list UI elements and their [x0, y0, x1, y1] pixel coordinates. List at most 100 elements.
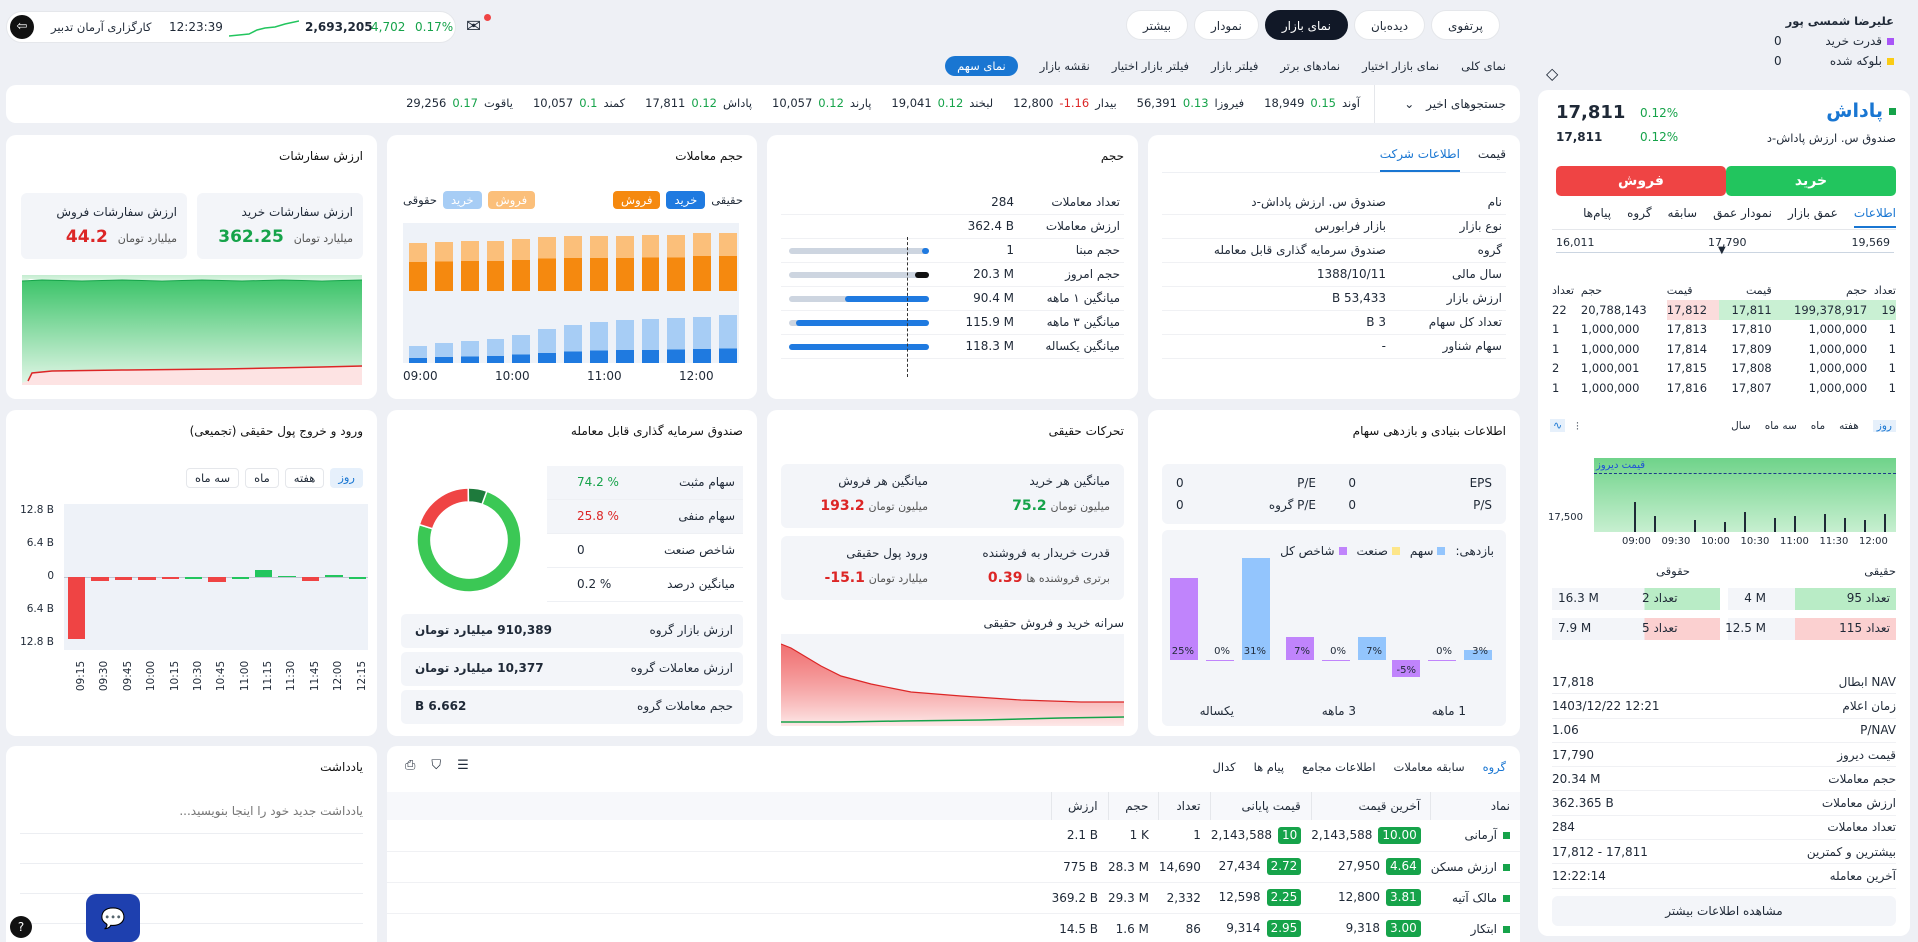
legend-real-sell[interactable]: فروش [613, 191, 661, 209]
settings-icon[interactable]: ☰ [457, 758, 469, 773]
mini-y-tick: 17,500 [1548, 512, 1583, 523]
tab-codal[interactable]: کدال [1212, 760, 1236, 774]
notes-input[interactable] [20, 804, 363, 924]
trades-buy-bar [434, 343, 453, 363]
power-value: 0.39 [987, 570, 1023, 586]
subtab-filter[interactable]: فیلتر بازار [1211, 59, 1259, 73]
range-month[interactable]: ماه [1810, 420, 1826, 432]
tab-price[interactable]: قیمت [1477, 147, 1506, 161]
recent-item[interactable]: آوند 0.15 18,949 [1264, 96, 1360, 110]
fund-group-rows: ارزش بازار گروه 910,389 میلیارد تومان ارزش… [401, 614, 743, 728]
legend-legal-buy[interactable]: خرید [442, 191, 482, 209]
trades-buy-bar [538, 329, 557, 363]
mini-x-tick: 09:30 [1661, 536, 1691, 547]
eps-value: 0 [1348, 476, 1356, 490]
company-label: گروه [1477, 243, 1502, 257]
chat-icon[interactable]: 💬 [86, 894, 140, 942]
tab-info[interactable]: اطلاعات [1853, 206, 1896, 228]
buy-button[interactable]: خرید [1726, 166, 1896, 196]
more-info-button[interactable]: مشاهده اطلاعات بیشتر [1552, 896, 1896, 926]
line-icon[interactable]: ∿ [1550, 419, 1566, 432]
recent-item[interactable]: کمند 0.1 10,057 [533, 96, 625, 110]
tab-depth[interactable]: عمق بازار [1787, 206, 1838, 220]
flow-x-tick: 10:00 [145, 660, 158, 692]
mini-x-tick: 09:00 [1622, 536, 1651, 547]
mini-volume-bar [1844, 518, 1846, 532]
recent-pct: -1.16 [1059, 96, 1090, 110]
stat-row: حجم معاملات 20.34 M [1552, 767, 1896, 792]
orderbook-cell: 17,810 [1731, 322, 1772, 337]
trades-sell-bar [693, 233, 712, 291]
group-row[interactable]: مالک آتیه 3.81 12,800 2.25 12,598 2,332 29.3 M… [387, 882, 1520, 913]
orderbook-row[interactable]: 1 1,000,000 17,810 17,813 1,000,000 1 [1552, 320, 1896, 340]
recent-item[interactable]: یاقوت 0.17 29,256 [406, 96, 513, 110]
range-year[interactable]: سال [1731, 420, 1751, 432]
flow-y-tick: 0 [47, 570, 54, 582]
subtab-options[interactable]: نمای بازار اختیار [1362, 59, 1440, 73]
recent-item[interactable]: فیروزا 0.13 56,391 [1137, 96, 1244, 110]
subtab-top[interactable]: نمادهای برتر [1280, 59, 1341, 73]
flow-tab-day[interactable]: روز [330, 468, 363, 488]
tab-portfolio[interactable]: پرتفوی [1431, 10, 1500, 40]
tab-group-list[interactable]: گروه [1482, 760, 1506, 774]
orderbook-row[interactable]: 1 1,000,000 17,807 17,816 1,000,000 1 [1552, 378, 1896, 398]
tab-group[interactable]: گروه [1627, 206, 1652, 220]
subtab-symbol[interactable]: نمای سهم [945, 56, 1018, 76]
avg-buy-value: 75.2 [1012, 498, 1047, 514]
group-row[interactable]: ارزش مسکن 4.64 27,950 2.72 27,434 14,690 28.3 … [387, 851, 1520, 882]
tab-market-view[interactable]: نمای بازار [1264, 10, 1348, 40]
recent-item[interactable]: پاداش 0.12 17,811 [645, 96, 752, 110]
recent-item[interactable]: پارند 0.12 10,057 [772, 96, 871, 110]
fund-group-row: ارزش بازار گروه 910,389 میلیارد تومان [401, 614, 743, 648]
range-week[interactable]: هفته [1839, 420, 1859, 432]
help-icon[interactable]: ? [10, 916, 32, 938]
tab-more[interactable]: بیشتر [1126, 10, 1188, 40]
trades-title: حجم معاملات [675, 149, 743, 163]
recent-name: پاداش [722, 96, 753, 110]
orderbook-cell: 17,816 [1666, 380, 1708, 395]
flow-chart [64, 504, 368, 650]
filter-icon[interactable]: ⛉ [431, 758, 442, 773]
tab-depth-chart[interactable]: نمودار عمق [1713, 206, 1772, 220]
flow-x-tick: 11:45 [308, 660, 321, 692]
blocked-label: بلوکه شده [1829, 54, 1882, 68]
group-symbol: ارزش مسکن [1430, 859, 1497, 874]
logout-icon[interactable]: ⇦ [10, 15, 34, 39]
flow-tab-week[interactable]: هفته [284, 468, 325, 488]
last-price: 12,800 [1338, 890, 1380, 904]
diamond-icon[interactable]: ◇ [1546, 64, 1559, 83]
subtab-overview[interactable]: نمای کلی [1461, 59, 1506, 73]
candle-icon[interactable]: ⫶ [1576, 420, 1579, 433]
tab-group-messages[interactable]: پیام ها [1253, 760, 1285, 774]
range-3month[interactable]: سه ماه [1764, 420, 1797, 432]
group-row[interactable]: آرمانی 10.00 2,143,588 10 2,143,588 1 1 K 2.1 B [387, 820, 1520, 851]
legend-real-buy[interactable]: خرید [666, 191, 706, 209]
tab-messages[interactable]: پیام‌ها [1583, 206, 1612, 220]
export-icon[interactable]: ⎙ [405, 758, 416, 773]
company-value: بازار فرابورس [1314, 219, 1386, 233]
orderbook-row[interactable]: 1 1,000,000 17,809 17,814 1,000,000 1 [1552, 339, 1896, 359]
recent-item[interactable]: لبخند 0.12 19,041 [891, 96, 993, 110]
subtab-map[interactable]: نقشه بازار [1039, 59, 1090, 73]
tab-assemblies[interactable]: اطلاعات مجامع [1302, 760, 1376, 774]
group-row[interactable]: ابتکار 3.00 9,318 2.95 9,314 86 1.6 M 14.5 B [387, 913, 1520, 942]
flow-tab-3month[interactable]: سه ماه [185, 468, 240, 488]
range-day[interactable]: روز [1872, 420, 1896, 432]
legend-legal-sell[interactable]: فروش [487, 191, 536, 209]
flow-tab-month[interactable]: ماه [245, 468, 279, 488]
sell-button[interactable]: فروش [1556, 166, 1726, 196]
orderbook-row[interactable]: 1 1,000,000 17,808 17,815 1,000,001 2 [1552, 359, 1896, 379]
tab-trade-history[interactable]: سابقه معاملات [1393, 760, 1465, 774]
orderbook-cell: 17,814 [1666, 341, 1708, 356]
subtab-options-filter[interactable]: فیلتر بازار اختیار [1111, 59, 1190, 73]
flow-bar [91, 577, 109, 582]
tab-chart[interactable]: نمودار [1193, 10, 1259, 40]
tab-watchlist[interactable]: دیده‌بان [1353, 10, 1426, 40]
legal-count: تعداد 2 [1642, 591, 1678, 605]
messages-icon[interactable]: ✉ [466, 16, 482, 37]
tab-history[interactable]: سابقه [1667, 206, 1698, 220]
recent-item[interactable]: بیدار -1.16 12,800 [1013, 96, 1116, 110]
recent-dropdown[interactable]: جستجوهای اخیر ⌄ [1374, 85, 1520, 123]
tab-company-info[interactable]: اطلاعات شرکت [1379, 147, 1460, 172]
orderbook-row[interactable]: 19 199,378,917 17,811 17,812 20,788,143 22 [1552, 300, 1896, 320]
